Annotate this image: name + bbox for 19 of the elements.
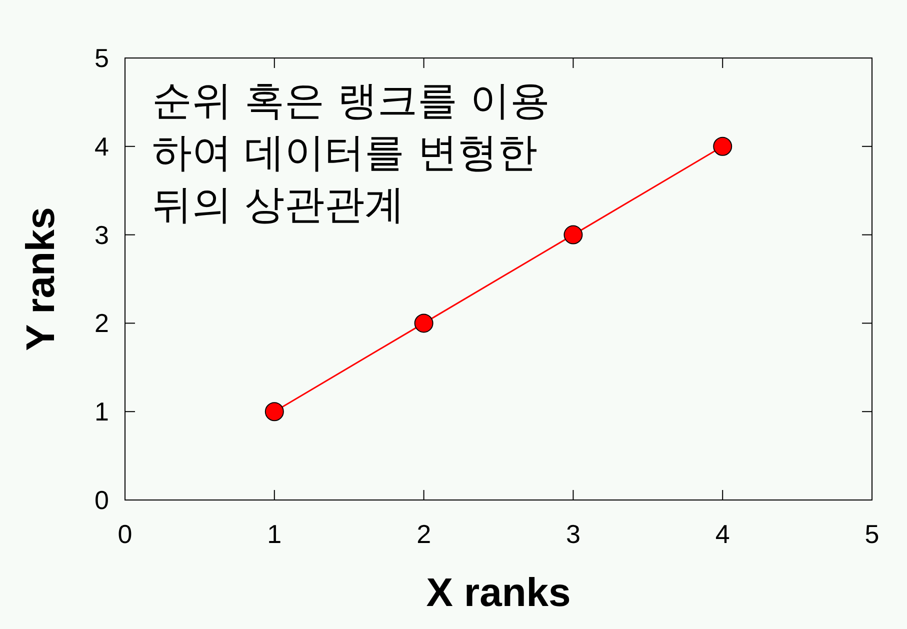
x-tick-label: 3 <box>566 519 580 549</box>
point <box>414 314 434 333</box>
point <box>564 225 583 244</box>
point <box>264 402 284 422</box>
x-tick-label: 5 <box>864 519 880 549</box>
x-tick-label: 0 <box>118 519 132 549</box>
x-axis-title: X ranks <box>426 571 571 615</box>
y-tick-label: 5 <box>94 43 109 73</box>
y-tick-label: 0 <box>94 485 109 515</box>
y-tick-label: 4 <box>94 131 109 162</box>
x-tick-label: 1 <box>267 519 282 549</box>
y-axis-title: Y ranks <box>19 207 63 351</box>
point <box>713 136 732 156</box>
y-tick-label: 3 <box>94 220 109 250</box>
x-tick-label: 4 <box>715 519 730 549</box>
y-tick-label: 1 <box>94 396 109 427</box>
y-tick-label: 2 <box>94 308 109 338</box>
x-tick-label: 2 <box>416 519 432 549</box>
annotation: 순위 혹은 랭크를 이용 하여 데이터를 변형한 뒤의 상관관계 <box>152 78 550 228</box>
